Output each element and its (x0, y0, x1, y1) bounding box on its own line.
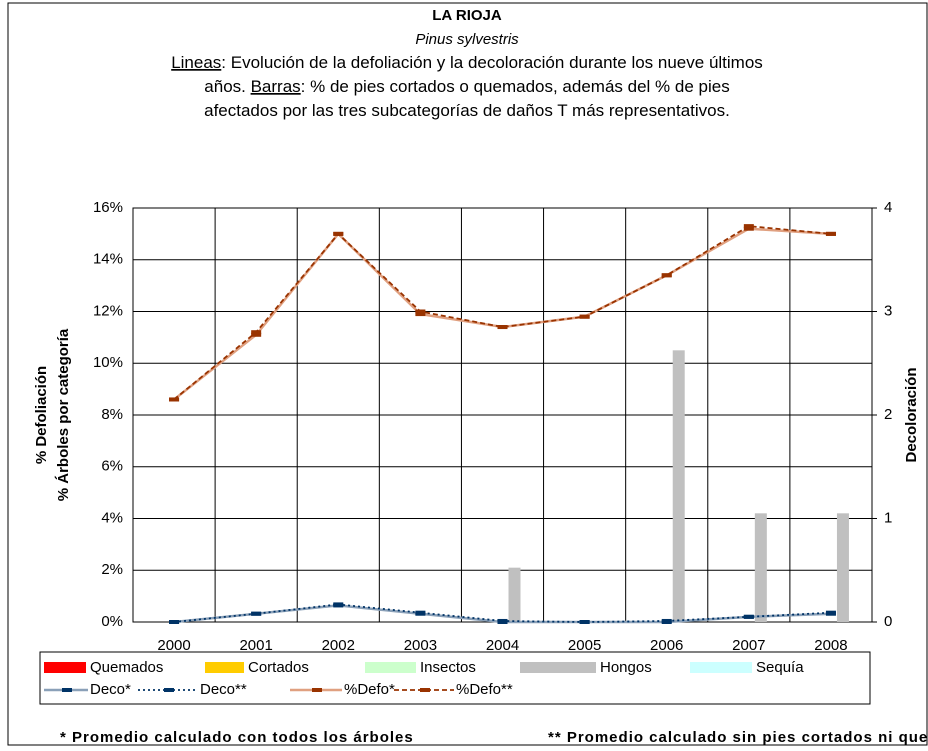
line-marker (579, 314, 590, 319)
legend-swatch (520, 662, 596, 673)
legend-swatch (365, 662, 416, 673)
line-marker (251, 332, 262, 337)
x-tick-label: 2001 (239, 637, 272, 654)
line (173, 225, 832, 401)
legend-label: Deco* (90, 681, 131, 698)
line-marker (251, 611, 262, 616)
line-marker (415, 610, 426, 615)
y-tick-label: 2% (101, 561, 123, 578)
legend-label: %Defo** (456, 681, 513, 698)
legend-box (39, 651, 871, 705)
y-tick-label: 8% (101, 406, 123, 423)
x-tick-label: 2007 (732, 637, 765, 654)
chart-title: LA RIOJA (432, 7, 502, 24)
bar (672, 350, 685, 622)
legend-swatch (690, 662, 752, 673)
x-tick-label: 2003 (404, 637, 437, 654)
legend-marker (164, 688, 174, 692)
x-tick-label: 2002 (322, 637, 355, 654)
description-part: Barras (251, 77, 301, 96)
description-part: afectados por las tres subcategorías de … (204, 101, 730, 120)
legend-marker (62, 688, 72, 692)
description-part: : % de pies cortados o quemados, además … (301, 77, 730, 96)
legend-label: Hongos (600, 659, 652, 676)
line-marker (415, 312, 426, 317)
chart-description: afectados por las tres subcategorías de … (204, 101, 730, 120)
legend-label: Deco** (200, 681, 247, 698)
line-marker (415, 309, 426, 314)
line-marker (825, 231, 836, 236)
legend-label: Sequía (756, 659, 804, 676)
legend-label: Cortados (248, 659, 309, 676)
y-tick-label: 14% (93, 251, 123, 268)
chart-description: años. Barras: % de pies cortados o quema… (204, 77, 729, 96)
y-tick-label: 12% (93, 302, 123, 319)
bar (508, 567, 521, 622)
y-tick-label: 6% (101, 458, 123, 475)
line-marker (825, 610, 836, 615)
legend-marker (420, 688, 430, 692)
line-marker (579, 620, 590, 624)
x-tick-label: 2006 (650, 637, 683, 654)
line-marker (743, 224, 754, 229)
line-marker (169, 397, 180, 402)
chart-subtitle: Pinus sylvestris (415, 31, 519, 48)
legend-swatch (205, 662, 244, 673)
y2-tick-label: 2 (884, 406, 892, 423)
footnote: * Promedio calculado con todos los árbol… (60, 729, 414, 746)
y-axis-label: % Árboles por categoría (55, 328, 72, 501)
description-part: : Evolución de la defoliación y la decol… (221, 53, 763, 72)
line-marker (333, 231, 344, 236)
y-tick-label: 16% (93, 199, 123, 216)
bar (754, 513, 767, 622)
description-part: Lineas (171, 53, 221, 72)
line-marker (743, 614, 754, 619)
legend-swatch (44, 662, 86, 673)
footnote: ** Promedio calculado sin pies cortados … (548, 729, 928, 746)
y2-tick-label: 4 (884, 199, 892, 216)
line-marker (169, 620, 180, 624)
chart-description: Lineas: Evolución de la defoliación y la… (171, 53, 763, 72)
description-part: años. (204, 77, 250, 96)
x-tick-label: 2008 (814, 637, 847, 654)
line-marker (497, 325, 508, 330)
line-marker (333, 602, 344, 607)
x-tick-label: 2004 (486, 637, 519, 654)
line-marker (743, 226, 754, 231)
legend-marker (312, 688, 322, 692)
y2-tick-label: 1 (884, 509, 892, 526)
line-marker (251, 330, 262, 335)
legend-label: %Defo* (344, 681, 395, 698)
chart-border (7, 2, 928, 746)
x-tick-label: 2000 (157, 637, 190, 654)
legend-label: Insectos (420, 659, 476, 676)
line-marker (661, 273, 672, 278)
line-marker (497, 618, 508, 623)
y-tick-label: 0% (101, 613, 123, 630)
line-marker (661, 618, 672, 623)
legend-label: Quemados (90, 659, 163, 676)
bar (836, 513, 849, 622)
y-tick-label: 4% (101, 509, 123, 526)
y2-tick-label: 3 (884, 302, 892, 319)
y-tick-label: 10% (93, 354, 123, 371)
x-tick-label: 2005 (568, 637, 601, 654)
y2-axis-label: Decoloración (903, 367, 920, 462)
y-axis-label: % Defoliación (33, 366, 50, 464)
y2-tick-label: 0 (884, 613, 892, 630)
